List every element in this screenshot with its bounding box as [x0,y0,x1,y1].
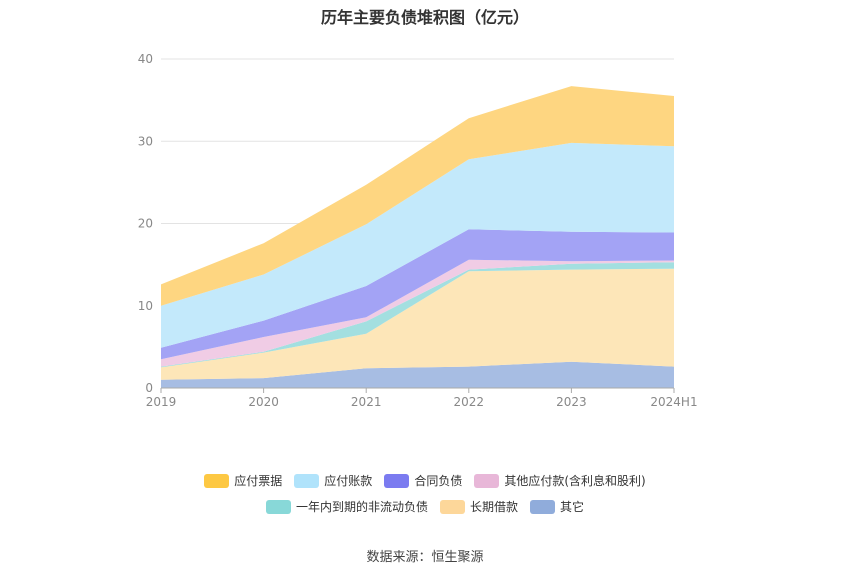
x-tick-label: 2021 [351,395,382,409]
x-tick-label: 2023 [556,395,587,409]
area-series-5 [161,142,674,348]
legend-label: 其他应付款(含利息和股利) [504,474,646,488]
x-tick-label: 2022 [454,395,485,409]
legend-item[interactable]: 应付票据 [204,472,282,489]
area-series-0 [161,361,674,388]
legend-swatch [384,473,410,488]
y-tick-label: 30 [138,134,153,148]
area-layer [161,86,674,388]
legend-label: 其它 [560,500,585,514]
legend-label: 应付票据 [234,474,283,488]
legend-swatch [474,473,500,488]
legend-item[interactable]: 其它 [530,498,584,515]
legend-swatch [265,499,291,514]
legend-item[interactable]: 其他应付款(含利息和股利) [474,472,646,489]
legend-item[interactable]: 合同负债 [384,472,462,489]
area-series-6 [161,86,674,306]
legend-row-2: 一年内到期的非流动负债 长期借款 其它 [0,498,850,515]
area-series-3 [161,259,674,367]
legend-swatch [439,499,465,514]
x-tick-label: 2019 [146,395,177,409]
axis-layer: 0 10 20 30 40 2019 2020 2021 2022 2023 2024H1 [138,52,698,409]
chart-title: 历年主要负债堆积图（亿元） [320,8,529,27]
legend-item[interactable]: 一年内到期的非流动负债 [265,498,428,515]
y-tick-label: 0 [145,381,153,395]
legend-swatch [204,473,230,488]
legend-row-1: 应付票据 应付账款 合同负债 其他应付款(含利息和股利) [0,472,850,489]
area-series-4 [161,229,674,360]
legend-item[interactable]: 长期借款 [439,498,518,515]
y-tick-label: 40 [138,52,153,66]
legend-item[interactable]: 应付账款 [294,472,372,489]
legend-label: 长期借款 [469,500,518,514]
stacked-area-chart: 0 10 20 30 40 2019 2020 2021 2022 2023 2024H1 [138,52,698,409]
area-series-1 [161,268,674,380]
legend-swatch [530,499,555,514]
legend-label: 一年内到期的非流动负债 [295,500,428,514]
legend-swatch [294,473,320,488]
legend: 应付票据 应付账款 合同负债 其他应付款(含利息和股利) 一年内到期的非流动负债 长期借… [0,472,850,524]
legend-label: 应付账款 [324,474,373,488]
x-tick-label: 2020 [248,395,279,409]
legend-label: 合同负债 [414,474,463,488]
y-tick-label: 20 [138,217,153,231]
data-source: 数据来源：恒生聚源 [366,550,484,565]
x-tick-label: 2024H1 [650,395,697,409]
y-tick-label: 10 [138,299,153,313]
